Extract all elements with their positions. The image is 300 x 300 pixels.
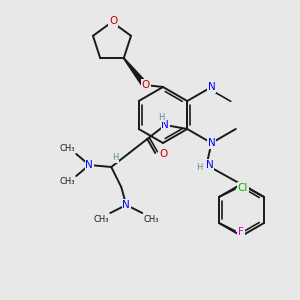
Text: CH₃: CH₃ [60,144,75,153]
Polygon shape [124,58,147,87]
Text: Cl: Cl [238,183,248,193]
Text: CH₃: CH₃ [143,215,159,224]
Text: N: N [208,82,215,92]
Text: O: O [159,149,167,159]
Text: H: H [112,154,119,163]
Text: CH₃: CH₃ [60,177,75,186]
Text: N: N [122,200,130,210]
Text: O: O [109,16,117,26]
Text: N: N [206,160,213,170]
Text: CH₃: CH₃ [94,215,109,224]
Text: N: N [161,120,169,130]
Text: N: N [85,160,93,170]
Text: H: H [158,112,164,122]
Text: N: N [208,138,215,148]
Text: F: F [238,227,244,237]
Text: H: H [196,163,203,172]
Text: O: O [142,80,150,90]
